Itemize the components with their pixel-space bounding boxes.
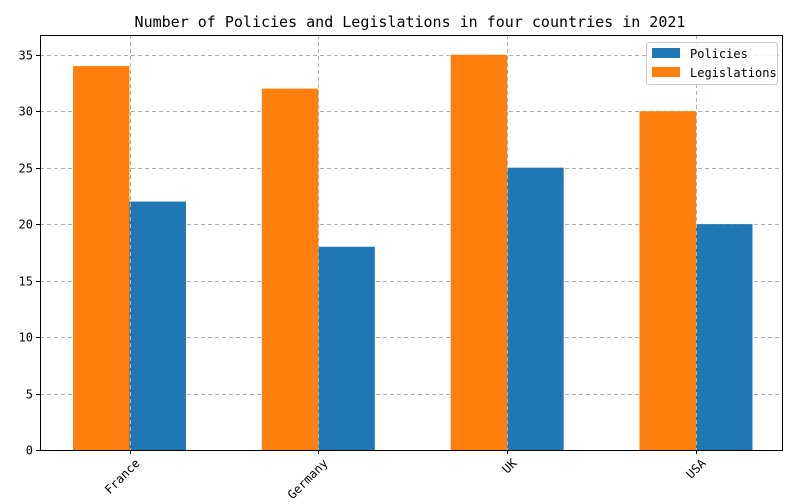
bar-policies-usa [696, 224, 753, 450]
x-tick-label: France [102, 456, 143, 497]
y-tick-label: 35 [19, 49, 33, 63]
bar-legislations-france [73, 66, 130, 451]
x-tick-label: UK [499, 456, 520, 477]
bar-legislations-usa [639, 111, 696, 450]
bars [73, 54, 753, 451]
bar-policies-uk [507, 167, 564, 450]
legend-label-policies: Policies [690, 47, 748, 61]
y-tick-label: 10 [19, 331, 33, 345]
y-tick-label: 30 [19, 105, 33, 119]
x-tick-label: USA [683, 456, 709, 482]
bar-legislations-germany [261, 88, 319, 450]
bar-legislations-uk [450, 54, 508, 451]
legend-label-legislations: Legislations [690, 66, 777, 80]
bar-policies-france [129, 201, 186, 450]
legend: Policies Legislations [646, 42, 778, 85]
legend-swatch-policies [652, 48, 680, 58]
x-tick-label: Germany [285, 456, 331, 500]
y-tick-label: 20 [19, 218, 33, 232]
y-tick-label: 5 [26, 388, 33, 402]
vertical-grid-lines [130, 35, 697, 450]
legend-swatch-legislations [652, 67, 680, 77]
bar-policies-germany [318, 246, 375, 450]
y-tick-label: 25 [19, 162, 33, 176]
y-tick-label: 15 [19, 275, 33, 289]
y-tick-label: 0 [26, 444, 33, 458]
plot-frame [40, 35, 783, 451]
chart-title: Number of Policies and Legislations in f… [135, 13, 686, 31]
